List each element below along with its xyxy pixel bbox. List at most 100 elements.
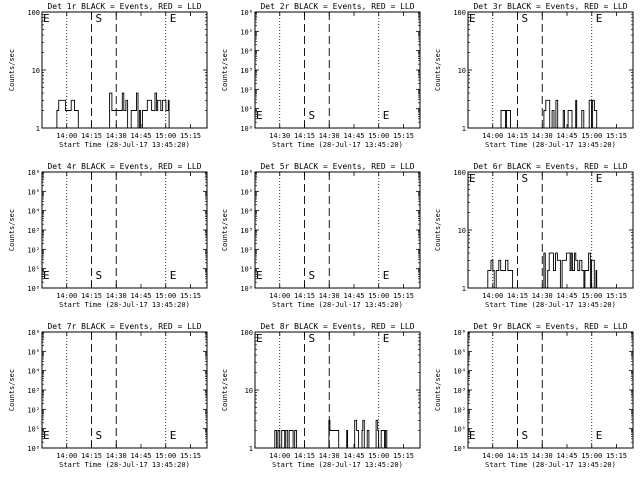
x-tick-label: 14:00 [56,292,77,300]
x-tick-label: 15:00 [368,292,389,300]
x-tick-label: 14:00 [56,132,77,140]
x-tick-label: 15:00 [581,132,602,140]
y-axis-label: Counts/sec [8,49,16,91]
panel-det-7: Det 7r BLACK = Events, RED = LLD 10⁰ 10¹ 10… [8,322,208,469]
x-tick-label: 14:15 [294,292,315,300]
y-tick-label: 10 [32,67,40,75]
y-tick-label: 10¹ [240,106,253,114]
x-tick-label: 14:45 [343,292,364,300]
marker-e: E [256,332,263,345]
x-tick-label: 14:00 [482,452,503,460]
x-axis-label: Start Time (28-Jul-17 13:45:20) [272,461,403,469]
x-tick-label: 14:45 [556,452,577,460]
y-tick-label: 10⁶ [453,329,466,337]
x-tick-label: 14:45 [130,452,151,460]
panel-title: Det 1r BLACK = Events, RED = LLD [47,2,201,11]
panel-title: Det 8r BLACK = Events, RED = LLD [260,322,414,331]
events-trace [500,110,513,129]
y-tick-label: 10⁰ [27,445,40,453]
y-tick-label: 10⁵ [27,188,40,196]
y-tick-label: 10² [27,246,40,254]
y-axis-label: Counts/sec [8,209,16,251]
x-tick-label: 14:45 [130,132,151,140]
marker-e: E [256,269,263,282]
panel-det-3: Det 3r BLACK = Events, RED = LLD 1 10 100 14… [434,2,634,149]
y-tick-label: 10⁴ [27,208,40,216]
y-tick-label: 1 [36,125,40,133]
marker-e: E [256,109,263,122]
marker-e: E [469,429,476,442]
y-tick-label: 10⁰ [240,285,253,293]
panel-title: Det 2r BLACK = Events, RED = LLD [260,2,414,11]
x-axis-label: Start Time (28-Jul-17 13:45:20) [59,461,190,469]
events-trace [327,419,388,449]
panel-det-9: Det 9r BLACK = Events, RED = LLD 10⁰ 10¹ 10… [434,322,634,469]
x-tick-label: 14:45 [343,452,364,460]
x-axis-label: Start Time (28-Jul-17 13:45:20) [59,301,190,309]
marker-e: E [596,172,603,185]
y-tick-label: 100 [27,9,40,17]
marker-e: E [383,332,390,345]
x-tick-label: 14:00 [269,452,290,460]
y-tick-label: 10⁵ [27,348,40,356]
y-tick-label: 10⁰ [27,285,40,293]
y-tick-label: 10⁴ [240,48,253,56]
y-tick-label: 1 [462,285,466,293]
x-tick-label: 15:00 [155,452,176,460]
marker-s: S [309,269,316,282]
y-tick-label: 10 [458,227,466,235]
marker-s: S [522,429,529,442]
marker-e: E [43,269,50,282]
x-tick-label: 14:15 [507,132,528,140]
events-trace [56,99,79,128]
x-tick-label: 15:15 [393,132,414,140]
panel-det-6: Det 6r BLACK = Events, RED = LLD 1 10 100 14… [434,162,634,309]
panel-title: Det 9r BLACK = Events, RED = LLD [473,322,627,331]
x-tick-label: 15:00 [155,132,176,140]
x-tick-label: 14:30 [319,292,340,300]
y-tick-label: 1 [249,445,253,453]
y-tick-label: 10⁵ [240,188,253,196]
y-tick-label: 10² [240,246,253,254]
marker-e: E [469,172,476,185]
events-trace [543,99,598,129]
y-tick-label: 10 [245,387,253,395]
x-tick-label: 14:15 [81,292,102,300]
x-tick-label: 14:30 [532,292,553,300]
marker-e: E [469,12,476,25]
x-tick-label: 14:00 [482,292,503,300]
x-tick-label: 14:15 [81,452,102,460]
x-tick-label: 14:30 [319,452,340,460]
y-tick-label: 100 [453,169,466,177]
marker-e: E [383,269,390,282]
x-tick-label: 15:15 [393,292,414,300]
y-tick-label: 10² [27,406,40,414]
y-tick-label: 10³ [240,227,253,235]
y-tick-label: 10⁴ [27,368,40,376]
y-tick-label: 10⁶ [27,169,40,177]
x-tick-label: 15:00 [368,452,389,460]
y-tick-label: 10⁴ [453,368,466,376]
panel-title: Det 6r BLACK = Events, RED = LLD [473,162,627,171]
y-tick-label: 10² [240,86,253,94]
x-tick-label: 14:30 [532,452,553,460]
y-axis-label: Counts/sec [8,369,16,411]
x-tick-label: 15:15 [393,452,414,460]
panel-title: Det 4r BLACK = Events, RED = LLD [47,162,201,171]
y-tick-label: 10⁰ [453,445,466,453]
panel-title: Det 5r BLACK = Events, RED = LLD [260,162,414,171]
y-tick-label: 10³ [453,387,466,395]
y-axis-label: Counts/sec [434,209,442,251]
y-tick-label: 1 [462,125,466,133]
x-tick-label: 15:00 [581,292,602,300]
x-tick-label: 14:00 [269,292,290,300]
marker-e: E [383,109,390,122]
y-tick-label: 10⁶ [240,169,253,177]
x-tick-label: 14:15 [507,292,528,300]
y-axis-label: Counts/sec [221,369,229,411]
marker-e: E [170,269,177,282]
y-tick-label: 10¹ [453,426,466,434]
x-tick-label: 14:15 [294,452,315,460]
x-tick-label: 14:15 [81,132,102,140]
